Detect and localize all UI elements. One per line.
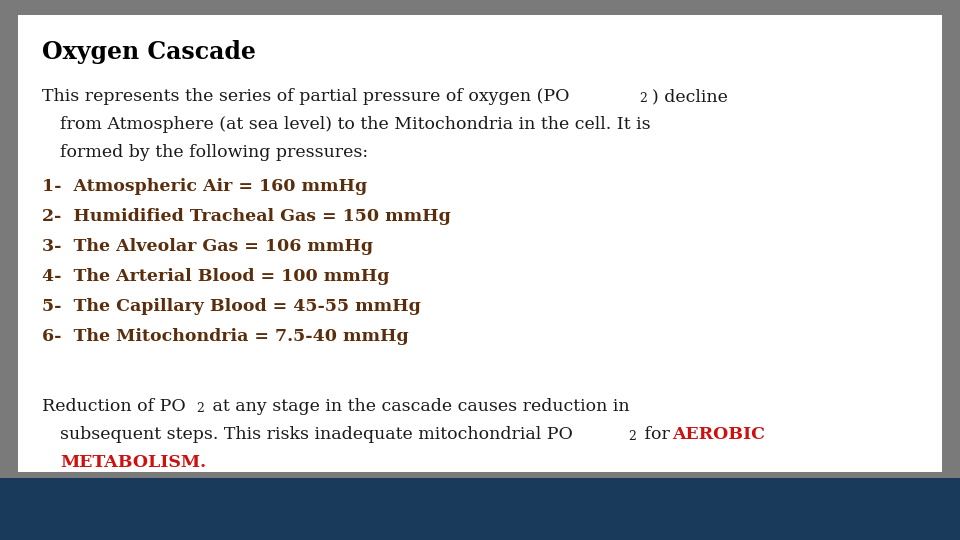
- Text: Reduction of PO: Reduction of PO: [42, 398, 185, 415]
- Text: at any stage in the cascade causes reduction in: at any stage in the cascade causes reduc…: [207, 398, 630, 415]
- Text: 4-  The Arterial Blood = 100 mmHg: 4- The Arterial Blood = 100 mmHg: [42, 268, 390, 285]
- Text: 2-  Humidified Tracheal Gas = 150 mmHg: 2- Humidified Tracheal Gas = 150 mmHg: [42, 208, 451, 225]
- Text: 5-  The Capillary Blood = 45-55 mmHg: 5- The Capillary Blood = 45-55 mmHg: [42, 298, 420, 315]
- Text: for: for: [639, 426, 676, 443]
- Text: 6-  The Mitochondria = 7.5-40 mmHg: 6- The Mitochondria = 7.5-40 mmHg: [42, 328, 409, 345]
- Text: 2: 2: [196, 402, 204, 415]
- Bar: [0, 478, 960, 540]
- Text: 2: 2: [639, 92, 647, 105]
- Text: subsequent steps. This risks inadequate mitochondrial PO: subsequent steps. This risks inadequate …: [60, 426, 573, 443]
- Text: 1-  Atmospheric Air = 160 mmHg: 1- Atmospheric Air = 160 mmHg: [42, 178, 367, 195]
- Text: from Atmosphere (at sea level) to the Mitochondria in the cell. It is: from Atmosphere (at sea level) to the Mi…: [60, 116, 651, 133]
- Text: Oxygen Cascade: Oxygen Cascade: [42, 40, 256, 64]
- Text: ) decline: ) decline: [652, 88, 728, 105]
- Text: AEROBIC: AEROBIC: [672, 426, 765, 443]
- Text: This represents the series of partial pressure of oxygen (PO: This represents the series of partial pr…: [42, 88, 569, 105]
- Text: METABOLISM.: METABOLISM.: [60, 454, 206, 471]
- FancyBboxPatch shape: [18, 15, 942, 472]
- Text: formed by the following pressures:: formed by the following pressures:: [60, 144, 368, 161]
- Text: 3-  The Alveolar Gas = 106 mmHg: 3- The Alveolar Gas = 106 mmHg: [42, 238, 373, 255]
- Text: 2: 2: [628, 430, 636, 443]
